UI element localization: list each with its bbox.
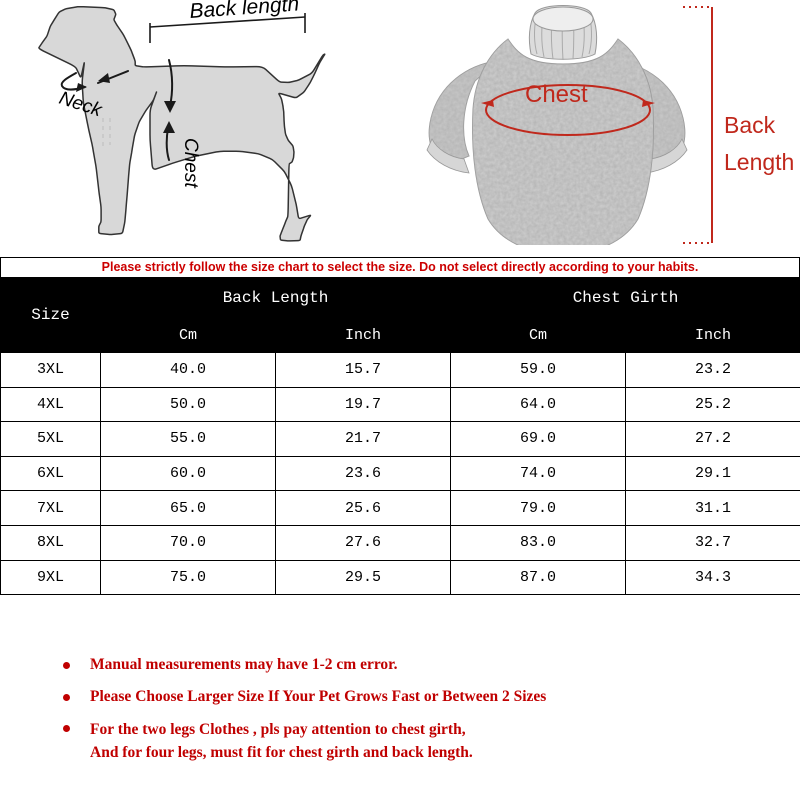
svg-text:Length: Length	[724, 149, 794, 175]
svg-text:Chest: Chest	[180, 138, 201, 188]
svg-text:Back length: Back length	[189, 0, 300, 23]
svg-text:Chest: Chest	[525, 81, 588, 108]
svg-text:Back: Back	[724, 112, 776, 138]
